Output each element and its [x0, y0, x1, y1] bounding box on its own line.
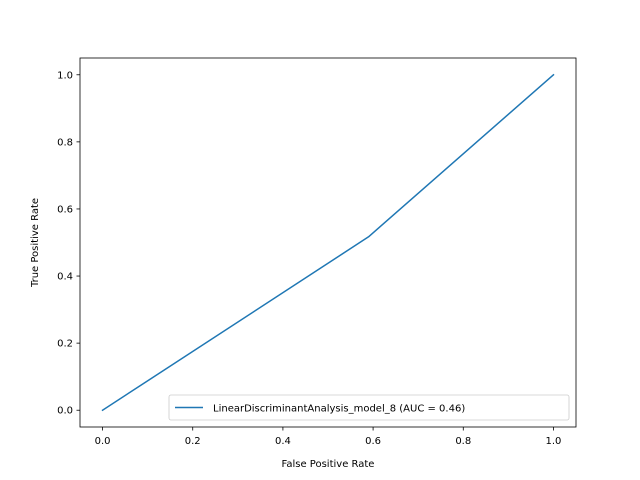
x-tick-label: 0.0 — [95, 436, 111, 447]
y-tick-label: 0.4 — [57, 272, 73, 283]
y-tick-label: 0.2 — [57, 339, 73, 350]
x-tick-label: 0.2 — [185, 436, 201, 447]
x-tick-label: 0.6 — [365, 436, 381, 447]
y-tick-label: 0.0 — [57, 406, 73, 417]
x-tick-label: 0.8 — [455, 436, 471, 447]
legend-box — [168, 394, 570, 421]
plot-frame — [79, 57, 577, 428]
y-tick-label: 0.8 — [57, 137, 73, 148]
y-tick-label: 0.6 — [57, 204, 73, 215]
y-tick-label: 1.0 — [57, 70, 73, 81]
x-axis-label: False Positive Rate — [282, 459, 375, 470]
legend: LinearDiscriminantAnalysis_model_8 (AUC … — [168, 394, 570, 421]
y-axis-label: True Positive Rate — [30, 198, 41, 288]
series-layer — [101, 73, 555, 412]
legend-entry-label: LinearDiscriminantAnalysis_model_8 (AUC … — [213, 404, 465, 415]
x-axis-ticks: 0.0 0.2 0.4 0.6 0.8 1.0 — [95, 427, 562, 447]
plot-area — [80, 58, 576, 427]
roc-curve-line — [101, 73, 555, 412]
x-tick-label: 1.0 — [546, 436, 562, 447]
x-tick-label: 0.4 — [275, 436, 291, 447]
y-axis-ticks: 0.0 0.2 0.4 0.6 0.8 1.0 — [57, 70, 80, 417]
